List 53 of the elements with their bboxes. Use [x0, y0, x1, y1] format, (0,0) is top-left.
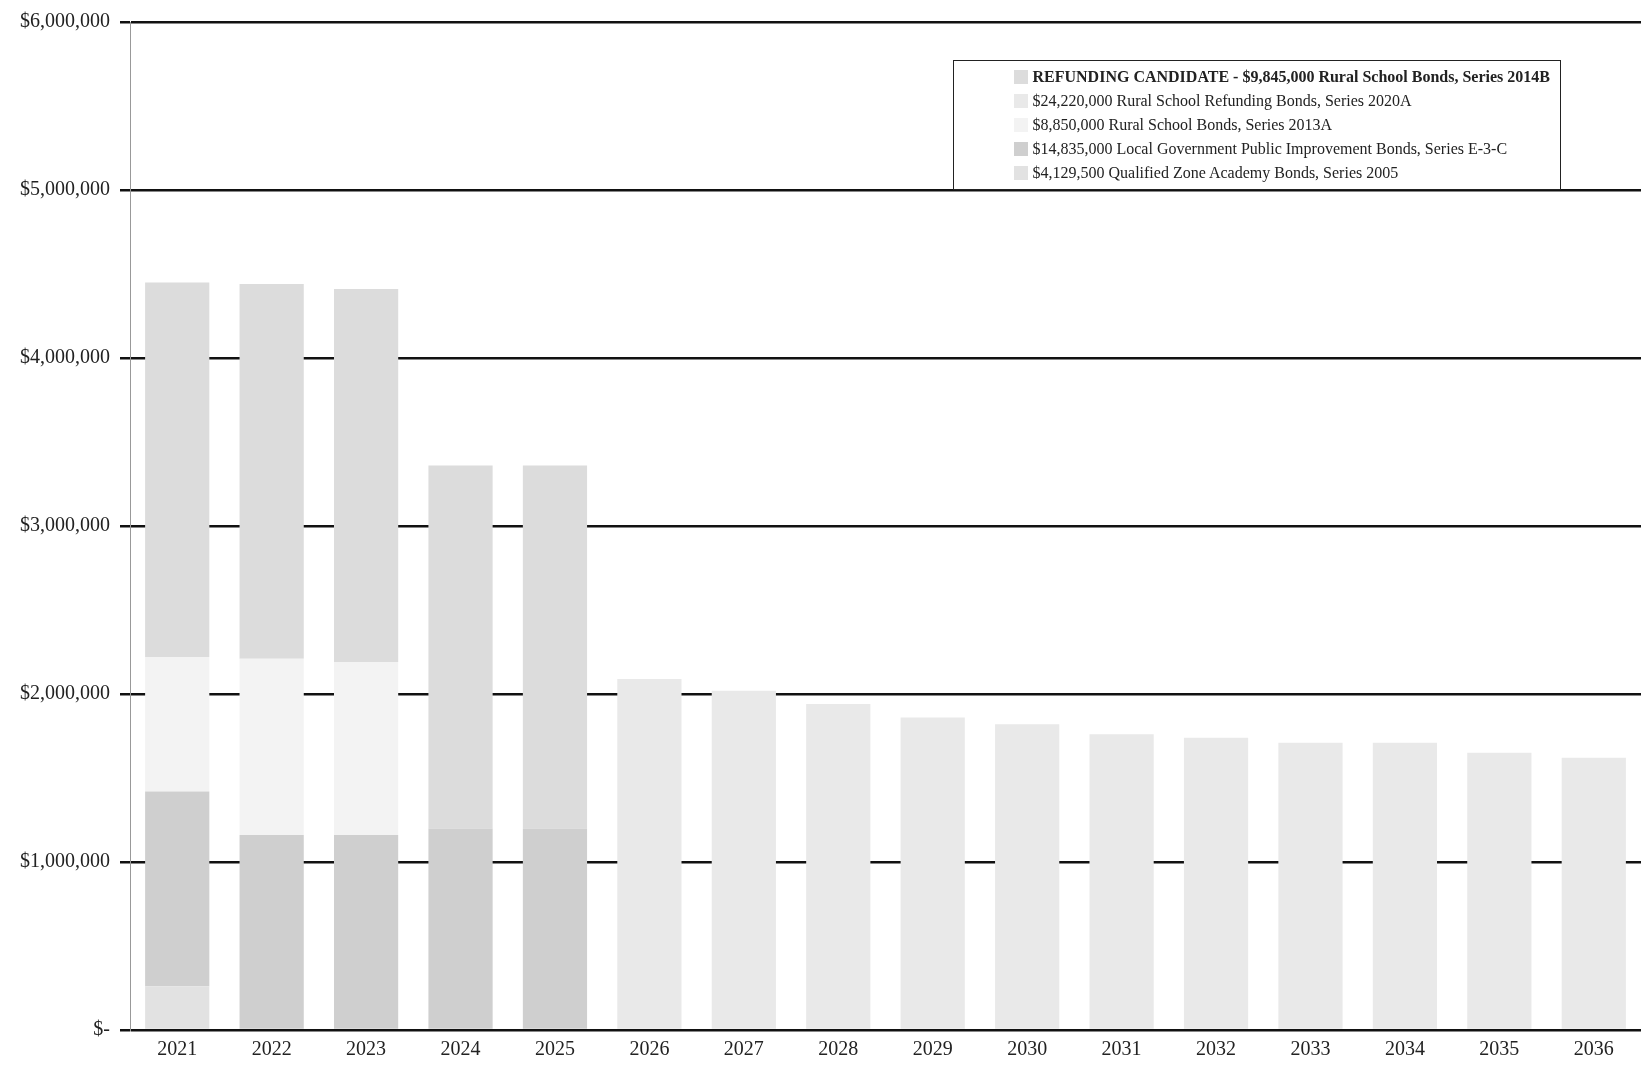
bar	[145, 282, 210, 658]
bar	[1183, 737, 1249, 1029]
x-tick-label: 2026	[629, 1037, 670, 1060]
bar	[428, 465, 493, 829]
x-tick-label: 2034	[1384, 1037, 1425, 1060]
bar	[333, 835, 399, 1029]
x-tick-label: 2028	[818, 1037, 859, 1060]
y-tick-label: $6,000,000	[20, 9, 110, 32]
y-tick-label: $-	[93, 1017, 110, 1040]
x-tick-label: 2023	[346, 1037, 387, 1060]
y-tick-label: $4,000,000	[20, 345, 110, 368]
y-tick-label: $3,000,000	[20, 513, 110, 536]
bar	[145, 657, 210, 792]
x-tick-label: 2021	[157, 1037, 198, 1060]
x-tick-label: 2036	[1573, 1037, 1614, 1060]
x-tick-label: 2035	[1479, 1037, 1520, 1060]
y-tick-label: $1,000,000	[20, 849, 110, 872]
bar	[145, 791, 210, 987]
bar	[333, 289, 399, 663]
legend-label: REFUNDING CANDIDATE - $9,845,000 Rural School Bonds, Series 2014B	[1032, 67, 1550, 87]
y-tick-label: $5,000,000	[20, 177, 110, 200]
bar	[1372, 742, 1438, 1029]
bar	[239, 835, 304, 1029]
bar	[239, 658, 304, 836]
bar	[617, 678, 682, 1029]
x-tick-label: 2032	[1196, 1037, 1237, 1060]
x-tick-label: 2030	[1007, 1037, 1048, 1060]
x-tick-label: 2031	[1101, 1037, 1142, 1060]
x-tick-label: 2029	[912, 1037, 953, 1060]
x-tick-label: 2025	[534, 1037, 575, 1060]
x-tick-label: 2033	[1290, 1037, 1331, 1060]
legend-label: $8,850,000 Rural School Bonds, Series 2013A	[1032, 115, 1333, 135]
bar	[333, 662, 399, 836]
bar	[145, 986, 210, 1029]
bar	[806, 704, 871, 1029]
legend-label: $24,220,000 Rural School Refunding Bonds, Series 2020A	[1032, 91, 1412, 112]
y-tick-label: $2,000,000	[20, 681, 110, 704]
bar	[1089, 734, 1154, 1029]
bar	[428, 828, 493, 1029]
x-tick-label: 2027	[723, 1037, 764, 1060]
bar	[900, 717, 965, 1029]
bar	[522, 465, 588, 829]
bar	[1561, 757, 1626, 1029]
bar	[239, 284, 304, 659]
bar	[1467, 752, 1532, 1029]
legend-label: $14,835,000 Local Government Public Improvement Bonds, Series E-3-C	[1032, 139, 1508, 160]
legend-label: $4,129,500 Qualified Zone Academy Bonds, Series 2005	[1032, 163, 1399, 184]
bar	[711, 690, 776, 1029]
x-tick-label: 2024	[440, 1037, 481, 1060]
bar	[1278, 742, 1343, 1029]
bar	[522, 828, 588, 1029]
bar	[995, 724, 1060, 1029]
x-tick-label: 2022	[251, 1037, 292, 1060]
